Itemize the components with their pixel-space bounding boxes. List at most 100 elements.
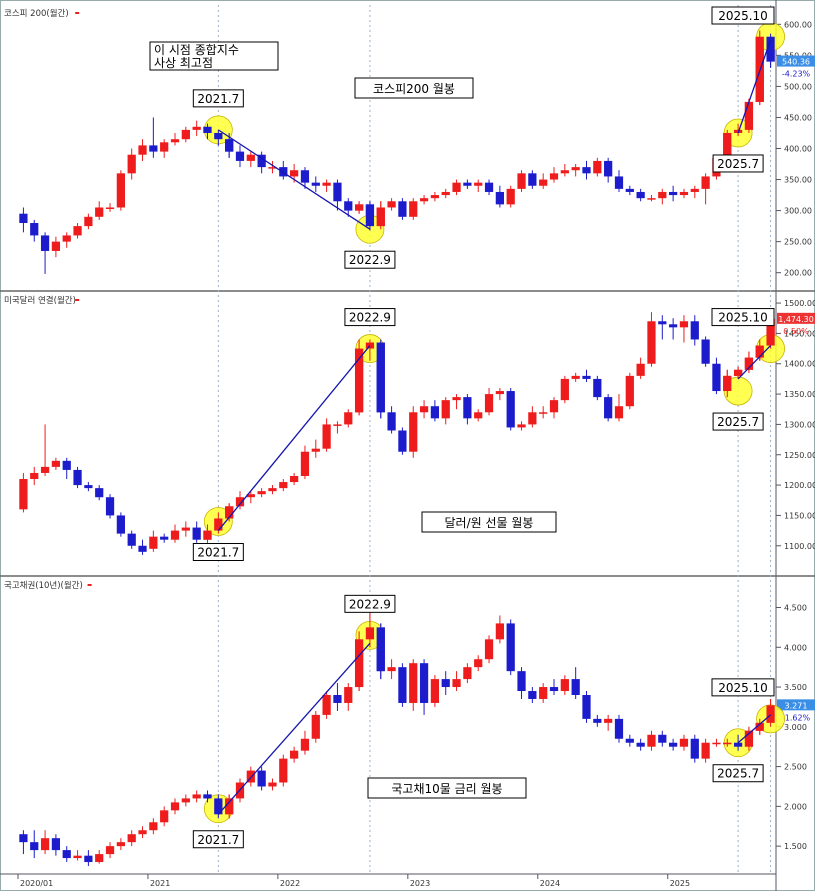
marker-label-box [344,308,396,327]
panel-3: 국고채권(10년)(월간) 1.500 2.000 2.500 3.000 3.500 4.… [4,580,815,888]
marker-label-box [192,89,244,108]
candle-body [73,855,82,859]
candle-body [625,188,634,192]
candle-body-overlay [214,518,223,531]
candle-body [192,527,201,540]
trend-line [217,642,371,815]
candle-body [127,154,136,174]
candle-body [614,406,624,419]
candle-body [170,139,180,143]
candle-body [528,691,537,699]
marker-label: 2021.7 [197,833,239,847]
candle-body [311,182,320,186]
candle-body [290,170,299,177]
y-tick-label: 3.000 [784,723,807,732]
candle-body [257,491,266,495]
y-tick-label: 2.500 [784,763,807,772]
candle-body [344,687,353,703]
candle-body [669,324,678,328]
candle-body [138,830,147,835]
candles-group [19,30,775,274]
candle-body [73,226,82,236]
candle-body-overlay [376,627,385,672]
y-tick-label: 1250.00 [784,451,815,460]
title-marker [87,584,92,586]
candle-body [463,667,472,680]
y-tick-label: 350.00 [784,176,812,185]
trend-line [737,714,772,744]
candle-body [19,834,28,843]
candle-body [604,397,613,419]
marker-label-box [192,542,244,561]
candle-body [658,734,667,743]
y-tick-label: 400.00 [784,145,812,154]
current-value-label: 3.271 [785,701,808,710]
marker-label-box [712,764,764,783]
candle-body [62,460,71,470]
candle-body [30,472,39,480]
trend-line [217,345,371,532]
candle-body-overlay [214,132,223,140]
candle-body [441,679,450,688]
annotation-label: 코스피200 월봉 [373,82,455,96]
candle-body [474,659,483,668]
marker-label-box [712,412,764,431]
candle-body [311,448,320,452]
candle-body [257,770,266,787]
candle-body [679,191,689,196]
candle-body [62,850,71,859]
y-tick-label: 2.000 [784,802,807,811]
candle-body [19,213,28,224]
candle-body [506,188,515,205]
y-tick-label: 500.00 [784,82,812,91]
marker-label: 2022.9 [349,311,391,325]
candle-body [127,533,136,546]
candle-body [419,198,429,202]
current-value-label: 1,474.30 [778,315,814,324]
y-tick-label: 450.00 [784,113,812,122]
candle-body [51,460,61,467]
candle-body [192,794,201,799]
candle-body [495,191,504,205]
candle-body [474,412,483,419]
panel-title: 국고채권(10년)(월간) [4,580,83,591]
candle-body [430,679,440,703]
y-tick-label: 1400.00 [784,360,815,369]
marker-label: 2025.7 [717,157,759,171]
candle-body [419,406,429,413]
annotation-label: 국고채10물 금리 월봉 [391,782,502,796]
candle-body [105,846,115,855]
marker-label: 2022.9 [349,597,391,611]
candle-body-overlay [365,627,375,640]
candle-body [452,679,461,688]
candle-body [300,451,310,476]
candle-body [246,770,255,783]
candle-body-overlay [723,742,732,745]
candle-body-overlay [744,730,754,747]
candle-body [636,742,645,747]
y-tick-label: 1350.00 [784,390,815,399]
candle-body [30,223,39,236]
candle-body [441,191,450,196]
candle-body [582,167,591,174]
y-tick-label: 250.00 [784,238,812,247]
candle-body [669,191,678,196]
candle-body [452,182,461,192]
candle-body [593,160,602,174]
candle-body [474,182,483,186]
candle-body [484,639,494,660]
candle-body [582,695,591,719]
current-change-label: -1.62% [782,713,811,722]
candle-body [116,173,125,208]
x-tick-label: 2020/01 [20,879,53,888]
trend-line [217,129,371,230]
candle-body [95,207,104,217]
candle-body [387,201,396,208]
candle-body [495,623,504,640]
y-tick-label: 1200.00 [784,481,815,490]
candle-body [539,687,548,699]
candle-body [160,142,169,152]
candle-body [138,145,147,155]
candle-body [105,207,115,209]
candle-body [647,198,656,200]
